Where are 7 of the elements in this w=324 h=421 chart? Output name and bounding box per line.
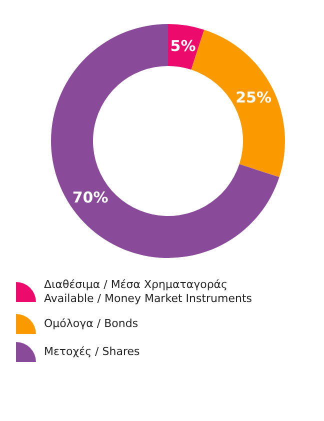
legend-label: Ομόλογα / Bonds (44, 317, 140, 331)
donut-slice (51, 24, 280, 258)
data-label: 5% (170, 37, 196, 56)
legend-label: Διαθέσιμα / Μέσα Χρηματαγοράς Available / Money Market Instruments (44, 278, 254, 306)
legend-label: Μετοχές / Shares (44, 345, 141, 359)
data-label: 70% (72, 188, 108, 206)
data-label: 25% (236, 88, 272, 106)
